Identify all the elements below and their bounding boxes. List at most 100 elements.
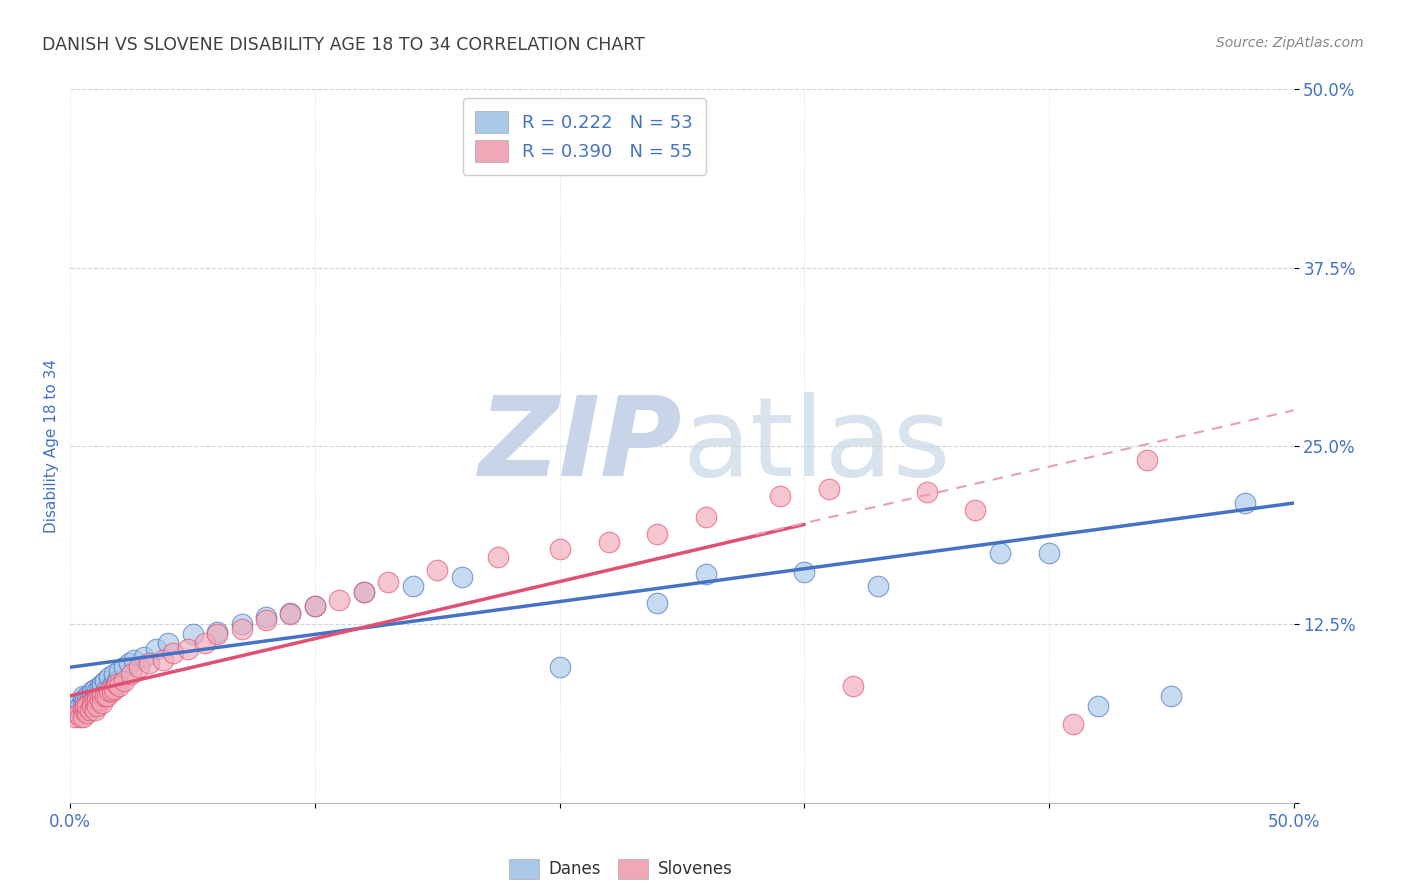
Point: [426, 563, 449, 577]
Point: [842, 679, 865, 693]
Point: [82, 684, 104, 698]
Point: [1087, 698, 1109, 713]
Point: [181, 627, 204, 641]
Point: [915, 484, 938, 499]
Point: [793, 565, 815, 579]
Point: [76, 696, 98, 710]
Point: [72, 710, 94, 724]
Point: [89, 693, 111, 707]
Point: [769, 489, 792, 503]
Y-axis label: Disability Age 18 to 34: Disability Age 18 to 34: [44, 359, 59, 533]
Point: [965, 503, 987, 517]
Point: [82, 696, 104, 710]
Point: [304, 599, 326, 613]
Point: [162, 646, 184, 660]
Point: [76, 706, 98, 720]
Point: [79, 689, 101, 703]
Point: [72, 689, 94, 703]
Point: [76, 689, 98, 703]
Point: [157, 636, 180, 650]
Point: [1136, 453, 1159, 467]
Point: [105, 674, 128, 689]
Point: [988, 546, 1011, 560]
Point: [132, 650, 155, 665]
Point: [79, 703, 101, 717]
Point: [695, 567, 717, 582]
Point: [145, 641, 167, 656]
Point: [817, 482, 839, 496]
Point: [138, 656, 160, 670]
Point: [83, 681, 105, 696]
Point: [82, 698, 104, 713]
Point: [1062, 717, 1084, 731]
Point: [73, 703, 96, 717]
Point: [79, 693, 101, 707]
Point: [122, 653, 145, 667]
Point: [205, 627, 228, 641]
Point: [86, 691, 108, 706]
Text: atlas: atlas: [682, 392, 950, 500]
Text: ZIP: ZIP: [478, 392, 682, 500]
Point: [112, 660, 135, 674]
Point: [121, 667, 143, 681]
Point: [72, 693, 94, 707]
Point: [450, 570, 472, 584]
Point: [112, 674, 135, 689]
Point: [353, 584, 375, 599]
Point: [695, 510, 717, 524]
Point: [647, 596, 669, 610]
Point: [1233, 496, 1256, 510]
Point: [103, 681, 125, 696]
Point: [89, 679, 111, 693]
Point: [89, 689, 111, 703]
Point: [73, 691, 96, 706]
Point: [254, 610, 277, 624]
Point: [73, 698, 96, 713]
Point: [83, 696, 105, 710]
Point: [108, 679, 131, 693]
Point: [328, 593, 350, 607]
Point: [86, 684, 108, 698]
Point: [101, 684, 124, 698]
Point: [254, 613, 277, 627]
Legend: Danes, Slovenes: Danes, Slovenes: [501, 850, 741, 888]
Point: [118, 656, 141, 670]
Point: [69, 698, 91, 713]
Point: [152, 653, 174, 667]
Point: [647, 527, 669, 541]
Point: [91, 689, 114, 703]
Point: [177, 641, 200, 656]
Point: [108, 665, 131, 679]
Point: [86, 698, 108, 713]
Point: [73, 698, 96, 713]
Point: [69, 710, 91, 724]
Point: [91, 681, 114, 696]
Point: [93, 674, 115, 689]
Point: [1038, 546, 1060, 560]
Point: [96, 681, 118, 696]
Point: [548, 660, 571, 674]
Point: [93, 689, 115, 703]
Point: [86, 693, 108, 707]
Point: [353, 584, 375, 599]
Point: [231, 622, 253, 636]
Point: [488, 550, 510, 565]
Point: [402, 579, 425, 593]
Point: [1160, 689, 1182, 703]
Point: [194, 636, 217, 650]
Point: [98, 670, 121, 684]
Point: [103, 667, 125, 681]
Point: [63, 710, 86, 724]
Point: [72, 703, 94, 717]
Point: [280, 606, 302, 620]
Point: [76, 698, 98, 713]
Point: [66, 707, 89, 722]
Point: [66, 696, 89, 710]
Point: [548, 541, 571, 556]
Point: [304, 599, 326, 613]
Point: [98, 684, 121, 698]
Point: [231, 617, 253, 632]
Point: [91, 677, 114, 691]
Point: [598, 534, 620, 549]
Text: DANISH VS SLOVENE DISABILITY AGE 18 TO 34 CORRELATION CHART: DANISH VS SLOVENE DISABILITY AGE 18 TO 3…: [42, 36, 645, 54]
